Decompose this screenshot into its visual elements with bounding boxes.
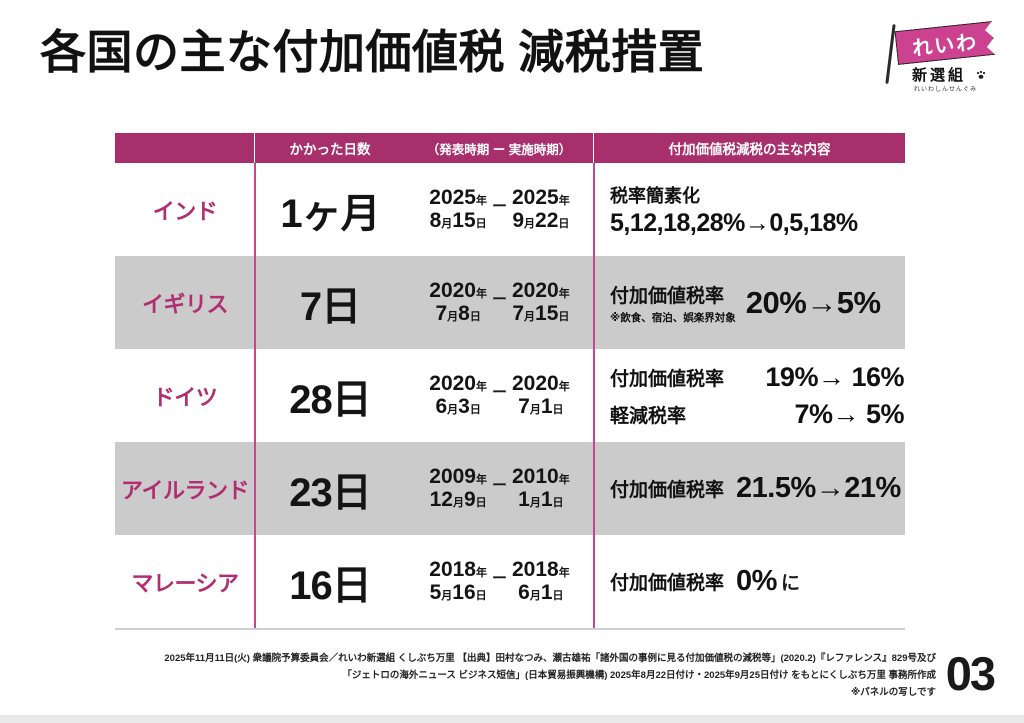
period-dash: ー xyxy=(491,477,507,494)
period-dash: ー xyxy=(491,291,507,308)
period-end: 2020年 7月15日 xyxy=(512,278,570,325)
header-country-cell xyxy=(115,133,255,163)
header-days-label: かかった日数 xyxy=(289,142,371,157)
table-row-germany: ドイツ 28日 2020年 6月3日 ー 2020年 7月1日 付加価値税率 xyxy=(115,349,905,442)
reduction-value-2: 7%→ 5% xyxy=(794,398,904,429)
header-days-period-cell: かかった日数 （発表時期 ー 実施時期） xyxy=(255,133,594,163)
page-number: 03 xyxy=(945,647,996,700)
days-taken: 16日 xyxy=(289,563,372,608)
period-end: 2020年 7月1日 xyxy=(512,371,570,418)
period-start: 2020年 6月3日 xyxy=(429,371,487,418)
column-divider xyxy=(593,163,595,628)
country-name: インド xyxy=(152,198,218,224)
reduction-content: 付加価値税率 0% に xyxy=(594,565,905,598)
table-row-malaysia: マレーシア 16日 2018年 5月16日 ー 2018年 6月1日 付加価値税 xyxy=(115,535,905,628)
page-title: 各国の主な付加価値税 減税措置 xyxy=(40,26,705,78)
table-row-ireland: アイルランド 23日 2009年 12月9日 ー 2010年 1月1日 付加価値 xyxy=(115,442,905,535)
flag-banner: れいわ xyxy=(894,21,995,65)
header-content-label: 付加価値税減税の主な内容 xyxy=(668,142,831,157)
country-name: マレーシア xyxy=(131,570,239,596)
period-end: 2025年 9月22日 xyxy=(512,185,570,232)
flag-pole xyxy=(885,24,896,84)
period-dash: ー xyxy=(491,384,507,401)
logo-reading-text: れいわしんせんぐみ xyxy=(914,87,978,93)
source-line-3: ※パネルの写しです xyxy=(851,686,936,698)
table-row-uk: イギリス 7日 2020年 7月8日 ー 2020年 7月15日 xyxy=(115,256,905,349)
reduction-content: 付加価値税率 ※飲食、宿泊、娯楽界対象 20%→5% xyxy=(594,281,905,325)
period-range: 2020年 6月3日 ー 2020年 7月1日 xyxy=(405,371,594,418)
reduction-label: 付加価値税率 xyxy=(610,368,725,390)
source-attribution: 2025年11月11日(火) 衆議院予算委員会／れいわ新選組 くしぶち万里 【出… xyxy=(150,651,936,702)
source-line-2: 「ジェトロの海外ニュース ビジネス短信」(日本貿易振興機構) 2025年8月22… xyxy=(342,669,936,681)
period-start: 2009年 12月9日 xyxy=(429,464,487,511)
period-end: 2018年 6月1日 xyxy=(512,557,570,604)
paw-icon xyxy=(976,67,986,85)
period-dash: ー xyxy=(491,570,507,587)
period-dash: ー xyxy=(491,198,507,215)
reduction-value: 21.5%→21% xyxy=(736,472,901,504)
reduction-label: 付加価値税率 xyxy=(610,480,725,501)
reduction-value: 19%→ 16% xyxy=(765,361,904,392)
reduction-content: 付加価値税率 21.5%→21% xyxy=(594,472,905,505)
period-start: 2025年 8月15日 xyxy=(429,185,487,232)
header-period-label: （発表時期 ー 実施時期） xyxy=(426,142,572,157)
reduction-label-2: 軽減税率 xyxy=(610,405,687,427)
period-end: 2010年 1月1日 xyxy=(512,464,570,511)
bottom-edge-strip xyxy=(0,715,1024,723)
period-range: 2025年 8月15日 ー 2025年 9月22日 xyxy=(405,185,594,232)
reiwa-shinsengumi-logo: れいわ 新選組 れいわしんせんぐみ xyxy=(880,14,1004,96)
period-start: 2018年 5月16日 xyxy=(429,557,487,604)
reduction-label: 付加価値税率 xyxy=(610,573,725,594)
logo-org-text: 新選組 xyxy=(912,67,967,84)
source-line-1: 2025年11月11日(火) 衆議院予算委員会／れいわ新選組 くしぶち万里 【出… xyxy=(164,653,936,664)
days-taken: 23日 xyxy=(289,470,372,515)
period-range: 2020年 7月8日 ー 2020年 7月15日 xyxy=(405,278,594,325)
days-taken: 1ヶ月 xyxy=(280,191,380,236)
country-name: アイルランド xyxy=(121,477,249,503)
period-start: 2020年 7月8日 xyxy=(429,278,487,325)
reduction-value: 0% xyxy=(736,565,777,597)
country-name: イギリス xyxy=(141,291,229,317)
period-range: 2009年 12月9日 ー 2010年 1月1日 xyxy=(405,464,594,511)
vat-reduction-table: かかった日数 （発表時期 ー 実施時期） 付加価値税減税の主な内容 インド 1ヶ… xyxy=(115,133,905,630)
period-range: 2018年 5月16日 ー 2018年 6月1日 xyxy=(405,557,594,604)
table-row-india: インド 1ヶ月 2025年 8月15日 ー 2025年 9月22日 税率簡素化 xyxy=(115,163,905,256)
reduction-label: 付加価値税率 xyxy=(610,285,725,307)
reduction-suffix: に xyxy=(780,573,800,594)
reduction-value: 5,12,18,28%→0,5,18% xyxy=(610,208,858,237)
flag-text: れいわ xyxy=(911,31,980,60)
days-taken: 28日 xyxy=(289,377,372,422)
column-divider xyxy=(254,163,256,628)
reduction-note: ※飲食、宿泊、娯楽界対象 xyxy=(610,311,736,324)
table-header: かかった日数 （発表時期 ー 実施時期） 付加価値税減税の主な内容 xyxy=(115,133,905,163)
reduction-label: 税率簡素化 xyxy=(610,185,700,206)
reduction-content: 付加価値税率 19%→ 16% 軽減税率 7%→ 5% xyxy=(594,362,905,430)
days-taken: 7日 xyxy=(299,284,361,329)
table-body: インド 1ヶ月 2025年 8月15日 ー 2025年 9月22日 税率簡素化 xyxy=(115,163,905,630)
reduction-content: 税率簡素化 5,12,18,28%→0,5,18% xyxy=(594,182,905,238)
country-name: ドイツ xyxy=(152,384,218,410)
reduction-value: 20%→5% xyxy=(745,284,881,320)
